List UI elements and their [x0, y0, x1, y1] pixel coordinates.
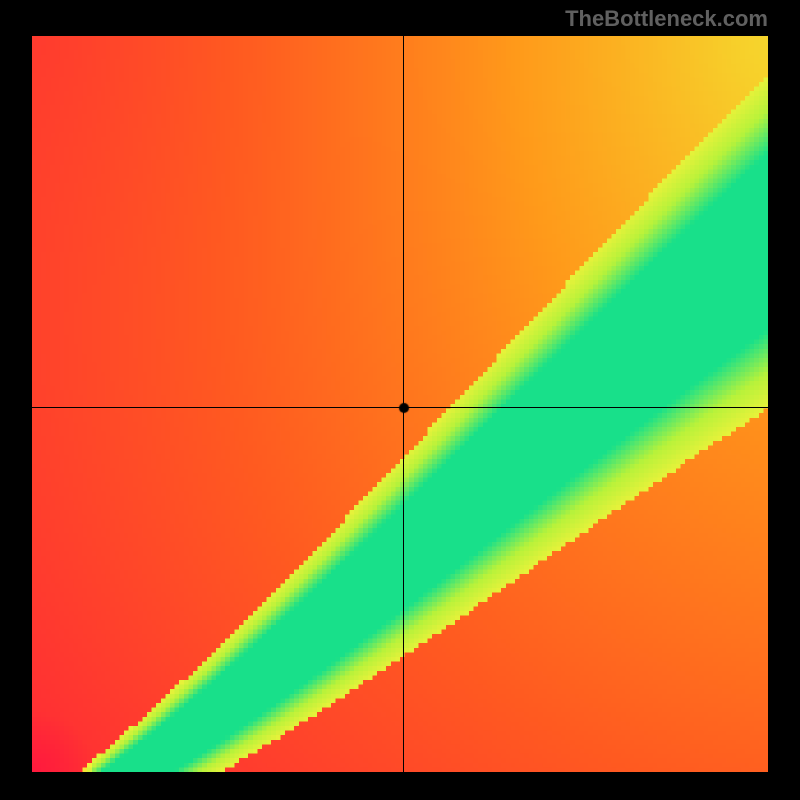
watermark-text: TheBottleneck.com: [565, 6, 768, 32]
crosshair-marker: [398, 402, 410, 414]
chart-container: TheBottleneck.com: [0, 0, 800, 800]
